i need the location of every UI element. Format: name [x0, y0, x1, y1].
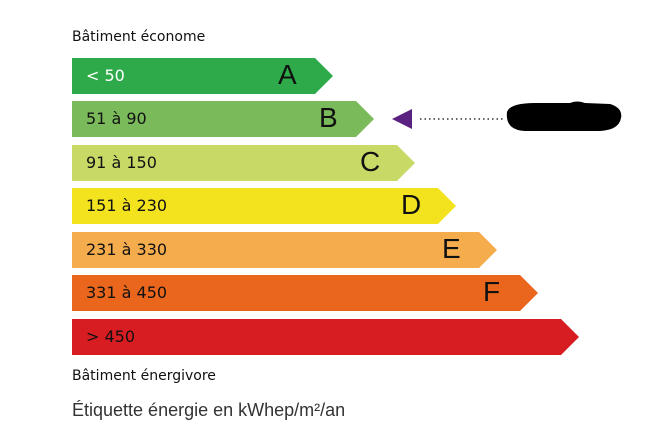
class-bar-shape: [72, 145, 415, 181]
class-letter: F: [483, 276, 501, 307]
class-bar-shape: [72, 58, 333, 94]
energy-class-d: 151 à 230 D: [72, 188, 456, 224]
class-range: < 50: [86, 66, 125, 85]
rating-indicator: [392, 101, 622, 131]
class-bar-shape: [72, 319, 579, 355]
redacted-value: [506, 101, 622, 131]
energy-class-b: 51 à 90 B: [72, 101, 374, 137]
caption: Étiquette énergie en kWhep/m²/an: [72, 400, 346, 420]
energy-class-e: 231 à 330 E: [72, 232, 497, 268]
class-bar-shape: [72, 232, 497, 268]
class-letter: C: [360, 146, 381, 177]
top-label: Bâtiment économe: [72, 29, 206, 45]
class-range: 51 à 90: [86, 109, 147, 128]
energy-class-c: 91 à 150 C: [72, 145, 415, 181]
class-letter: E: [442, 233, 461, 264]
class-letter: D: [401, 189, 422, 220]
energy-class-g: > 450: [72, 319, 579, 355]
bottom-label: Bâtiment énergivore: [72, 368, 216, 384]
class-bar-shape: [72, 188, 456, 224]
class-letter: A: [278, 59, 297, 90]
class-range: 91 à 150: [86, 153, 157, 172]
indicator-arrow-icon: [392, 109, 412, 129]
class-range: 331 à 450: [86, 283, 168, 302]
energy-class-f: 331 à 450 F: [72, 275, 538, 311]
class-bar-shape: [72, 101, 374, 137]
class-range: > 450: [86, 327, 136, 346]
energy-class-a: < 50 A: [72, 58, 333, 94]
class-range: 231 à 330: [86, 240, 168, 259]
class-letter: B: [319, 102, 338, 133]
class-range: 151 à 230: [86, 196, 168, 215]
class-bar-shape: [72, 275, 538, 311]
